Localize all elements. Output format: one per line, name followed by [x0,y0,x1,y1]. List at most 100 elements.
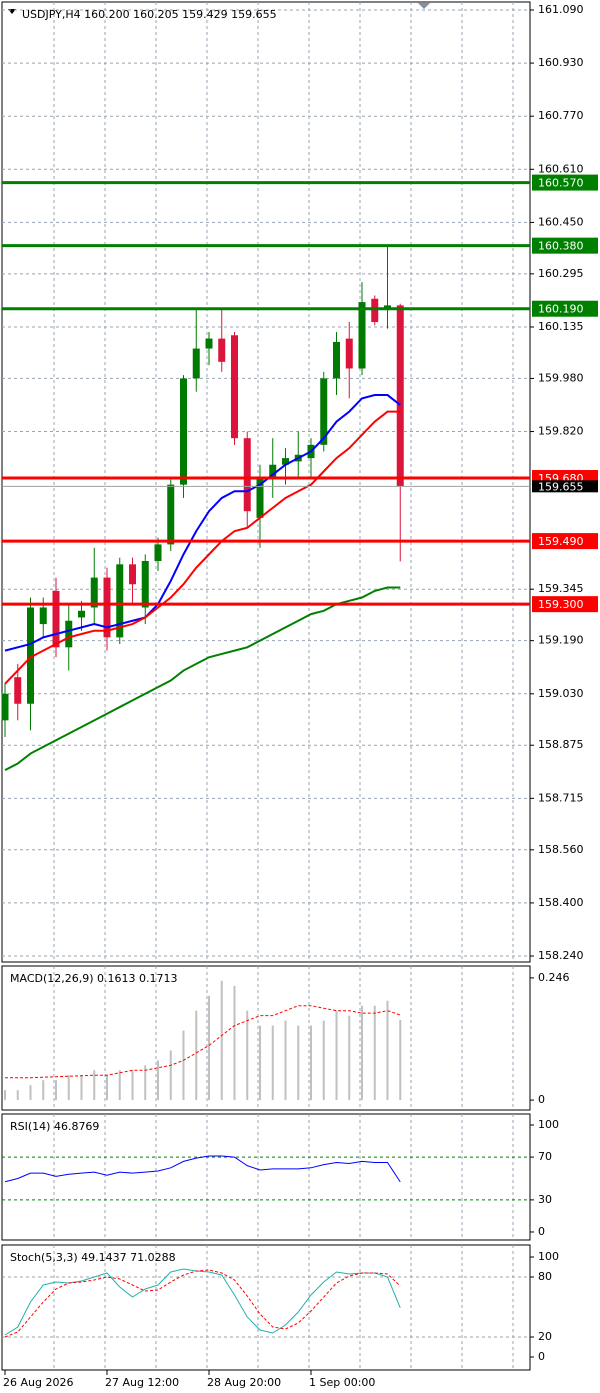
macd-panel [1,965,531,1111]
histogram-bar [118,1070,121,1101]
histogram-bar [106,1075,108,1101]
level-label: 159.300 [538,598,584,611]
x-tick-label: 27 Aug 12:00 [105,1376,179,1389]
y-tick-label: 80 [538,1270,552,1283]
indicator-line [4,1155,401,1183]
y-tick-label: 70 [538,1150,552,1163]
histogram-bar [195,1010,198,1101]
histogram-bar [399,1019,402,1101]
indicator-line [4,1269,401,1338]
candle-body [396,305,404,487]
y-tick-label: 160.295 [538,267,584,280]
candle-body [371,298,379,322]
y-tick-label: 0 [538,1350,545,1363]
y-tick-label: 100 [538,1118,559,1131]
y-tick-label: 0 [538,1093,545,1106]
y-tick-label: 160.450 [538,215,584,228]
candle-body [256,478,264,518]
candle-body [14,677,22,704]
histogram-bar [169,1050,172,1101]
y-tick-label: 0.246 [538,971,570,984]
candle-body [90,577,98,608]
histogram-bar [93,1070,96,1101]
y-tick-label: 160.135 [538,320,584,333]
indicator-line [4,394,401,652]
candle-body [65,620,73,648]
level-label: 159.490 [538,535,584,548]
candle-body [154,544,162,562]
candle-body [103,577,111,638]
histogram-bar [259,1025,261,1101]
y-tick-label: 159.820 [538,425,584,438]
candle-body [27,607,34,704]
main-panel [1,1,531,963]
histogram-bar [386,1000,389,1101]
candle-body [320,378,328,445]
panel-title: MACD(12,26,9) 0.1613 0.1713 [10,972,178,985]
panel-title: USDJPY,H4 160.200 160.205 159.429 159.65… [22,8,277,21]
y-tick-label: 158.715 [538,791,584,804]
candle-body [192,348,200,379]
candle-body [180,378,187,485]
histogram-bar [271,1025,274,1101]
price-label: 159.655 [538,480,584,493]
histogram-bar [144,1065,147,1101]
y-tick-label: 159.980 [538,371,584,384]
y-tick-label: 158.400 [538,896,584,909]
level-label-box [532,237,598,254]
histogram-bar [297,1025,300,1101]
level-label-box [532,596,598,613]
candle-body [358,302,366,369]
y-tick-label: 158.875 [538,738,584,751]
candle-body [269,464,277,479]
candle-body [333,341,340,379]
price-label-box [532,480,598,493]
level-label: 160.570 [538,177,584,190]
candle-body [141,561,149,608]
y-tick-label: 100 [538,1250,559,1263]
candle-body [1,693,9,721]
histogram-bar [246,1010,249,1101]
candle-body [282,458,289,465]
level-label-box [532,533,598,550]
y-tick-label: 20 [538,1330,552,1343]
histogram-bar [4,1090,6,1101]
level-label-box [532,174,598,191]
histogram-bar [182,1030,185,1101]
panel-title: Stoch(5,3,3) 49.1437 71.0288 [10,1251,176,1264]
candle-body [243,438,251,512]
level-label-box [532,300,598,317]
stoch-panel [1,1244,531,1371]
histogram-bar [55,1080,57,1101]
candle-body [345,338,353,369]
candle-body [52,590,60,648]
y-tick-label: 161.090 [538,3,584,16]
candle-body [384,305,391,309]
candle-body [78,610,85,618]
candle-body [39,607,47,625]
shift-marker [418,3,430,9]
candle-body [231,335,238,439]
y-tick-label: 159.030 [538,687,584,700]
histogram-bar [348,1015,351,1101]
histogram-bar [42,1080,45,1101]
y-tick-label: 160.610 [538,162,584,175]
y-tick-label: 160.770 [538,109,584,122]
y-tick-label: 159.345 [538,582,584,595]
histogram-bar [310,1025,312,1101]
candle-body [218,338,226,362]
histogram-bar [29,1085,32,1101]
level-label: 160.190 [538,303,584,316]
x-tick-label: 26 Aug 2026 [3,1376,73,1389]
indicator-line [4,410,401,685]
indicator-line [5,1005,401,1079]
histogram-bar [361,1005,363,1101]
candle-body [167,484,175,545]
y-tick-label: 30 [538,1193,552,1206]
histogram-bar [80,1075,83,1101]
histogram-bar [284,1020,287,1101]
histogram-bar [131,1070,134,1101]
candle-body [205,338,213,349]
